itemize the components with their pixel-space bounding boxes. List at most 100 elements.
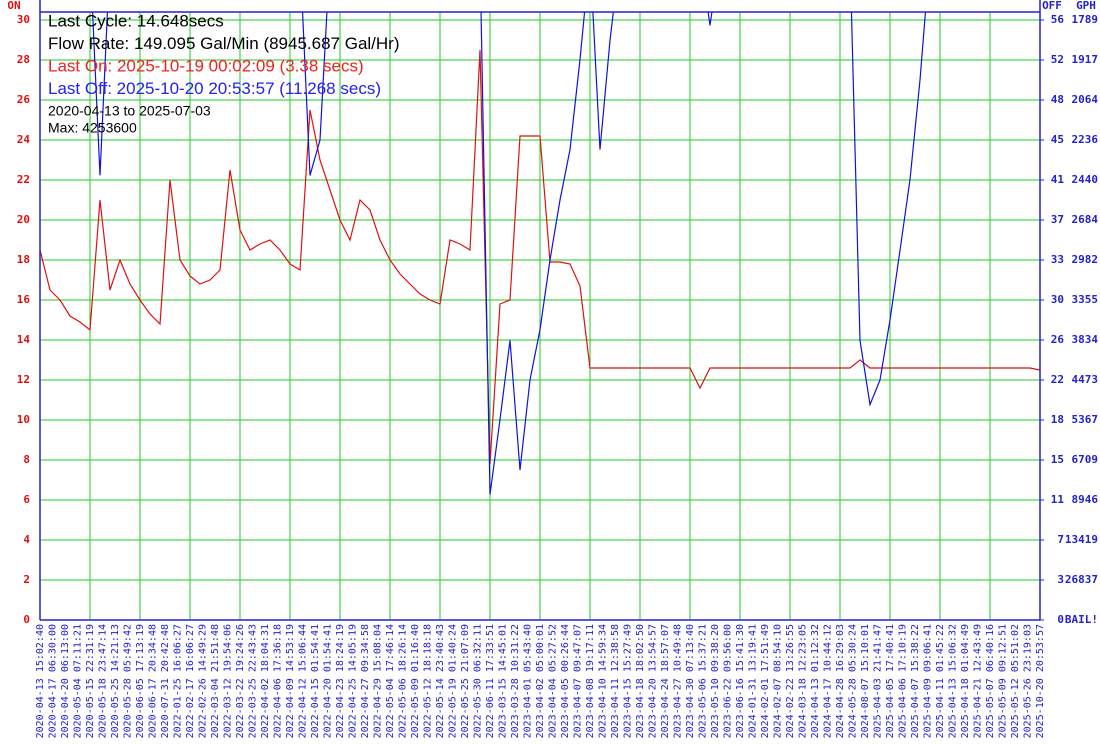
x-tick-label: 2020-06-05 17:13:19 [135, 624, 146, 738]
x-tick-label: 2024-02-01 17:51:49 [760, 624, 771, 738]
x-tick-label: 2023-04-11 12:38:58 [610, 624, 621, 738]
x-tick-label: 2022-03-22 19:24:26 [235, 624, 246, 738]
x-tick-label: 2023-03-28 10:31:22 [510, 624, 521, 738]
x-tick-label: 2022-04-15 01:54:41 [310, 624, 321, 738]
y2-tick-label: 33 [1051, 253, 1064, 266]
x-tick-label: 2022-04-27 09:34:58 [360, 624, 371, 738]
x-tick-label: 2025-04-13 15:06:32 [948, 624, 959, 738]
x-tick-label: 2025-04-11 01:45:22 [935, 624, 946, 738]
x-tick-label: 2020-05-18 23:47:14 [98, 624, 109, 738]
y2-tick-label: 15 [1051, 453, 1064, 466]
x-tick-label: 2022-06-11 17:33:51 [485, 624, 496, 738]
y2-tick-label: 48 [1051, 93, 1064, 106]
x-tick-label: 2022-05-14 23:40:43 [435, 624, 446, 738]
note: Last On: 2025-10-19 00:02:09 (3.38 secs) [48, 56, 364, 75]
x-tick-label: 2025-04-06 17:10:19 [898, 624, 909, 738]
y-tick-label: 26 [17, 93, 31, 106]
gph-tick-label: 1789 [1072, 13, 1099, 26]
x-tick-label: 2022-03-04 21:51:48 [210, 624, 221, 738]
x-tick-label: 2023-04-20 13:54:57 [648, 624, 659, 738]
x-tick-label: 2022-04-23 18:24:19 [335, 624, 346, 738]
gph-tick-label: 3834 [1072, 333, 1099, 346]
x-tick-label: 2024-01-31 13:19:41 [748, 624, 759, 738]
x-tick-label: 2022-05-19 01:40:24 [448, 624, 459, 738]
gph-tick-label: 2684 [1072, 213, 1099, 226]
x-tick-label: 2023-04-15 15:27:49 [623, 624, 634, 738]
gph-tick-label: 2982 [1072, 253, 1099, 266]
x-tick-label: 2020-05-25 14:21:13 [110, 624, 121, 738]
x-tick-label: 2022-05-25 21:07:09 [460, 624, 471, 738]
note: Last Off: 2025-10-20 20:53:57 (11.268 se… [48, 79, 381, 98]
x-tick-label: 2023-04-24 18:57:07 [660, 624, 671, 738]
x-tick-label: 2024-08-07 15:10:01 [860, 624, 871, 738]
x-tick-label: 2023-04-02 05:00:01 [535, 624, 546, 738]
gph-tick-label: 6709 [1072, 453, 1099, 466]
y-tick-label: 10 [17, 413, 30, 426]
gph-tick-label: 13419 [1065, 533, 1098, 546]
x-tick-label: 2025-05-12 05:51:02 [1010, 624, 1021, 738]
note: Max: 4253600 [48, 120, 137, 136]
y-tick-label: 12 [17, 373, 30, 386]
y2-tick-label: 45 [1051, 133, 1064, 146]
y-tick-label: 0 [23, 613, 30, 626]
x-tick-label: 2025-05-09 09:12:51 [998, 624, 1009, 738]
y2-tick-label: 7 [1057, 533, 1064, 546]
gph-tick-label: 3355 [1072, 293, 1099, 306]
note: Last Cycle: 14.648secs [48, 11, 224, 30]
x-tick-label: 2025-04-03 21:41:47 [873, 624, 884, 738]
gph-tick-label: 2064 [1072, 93, 1099, 106]
y2-tick-label: 11 [1051, 493, 1065, 506]
notes: Last Cycle: 14.648secs Flow Rate: 149.095… [48, 11, 400, 135]
y2-tick-label: 18 [1051, 413, 1064, 426]
x-tick-label: 2020-07-31 20:42:48 [160, 624, 171, 738]
x-tick-label: 2024-04-13 01:12:32 [810, 624, 821, 738]
y2-tick-label: 56 [1051, 13, 1065, 26]
x-tick-label: 2022-02-26 14:49:29 [198, 624, 209, 738]
x-tick-label: 2025-04-18 01:04:49 [960, 624, 971, 738]
x-tick-label: 2020-05-15 22:31:19 [85, 624, 96, 738]
x-tick-label: 2022-05-04 17:46:14 [385, 624, 396, 738]
y2-tick-label: 37 [1051, 213, 1064, 226]
gph-tick-label: 4473 [1072, 373, 1099, 386]
x-tick-label: 2023-04-30 07:13:40 [685, 624, 696, 738]
x-tick-label: 2020-05-04 07:11:21 [73, 624, 84, 738]
gph-tick-label: 2236 [1072, 133, 1099, 146]
x-tick-label: 2023-04-10 14:59:34 [598, 624, 609, 738]
y-tick-label: 4 [23, 533, 30, 546]
y-axis-label: ON [7, 0, 20, 12]
x-tick-label: 2023-04-05 00:26:44 [560, 624, 571, 738]
x-tick-label: 2022-02-17 16:06:27 [185, 624, 196, 738]
x-tick-label: 2025-04-21 12:43:49 [973, 624, 984, 738]
x-tick-label: 2024-04-17 10:44:12 [823, 624, 834, 738]
x-tick-label: 2022-03-12 19:54:06 [223, 624, 234, 738]
y2-tick-label: 30 [1051, 293, 1064, 306]
x-tick-label: 2022-04-20 01:54:41 [323, 624, 334, 738]
x-tick-label: 2022-04-09 14:53:19 [285, 624, 296, 738]
gph-tick-label: 8946 [1072, 493, 1099, 506]
y-tick-label: 28 [17, 53, 30, 66]
y-tick-label: 8 [23, 453, 30, 466]
y2-tick-label: 52 [1051, 53, 1064, 66]
x-tick-label: 2022-01-25 16:06:27 [173, 624, 184, 738]
gph-tick-label: BAIL! [1065, 613, 1098, 626]
gph-tick-label: 5367 [1072, 413, 1099, 426]
x-tick-label: 2023-03-15 14:45:01 [498, 624, 509, 738]
y-tick-label: 24 [17, 133, 31, 146]
y-tick-label: 22 [17, 173, 30, 186]
x-tick-label: 2025-04-05 17:40:41 [885, 624, 896, 738]
x-tick-label: 2024-05-28 05:30:24 [848, 624, 859, 738]
x-tick-label: 2024-02-22 13:26:55 [785, 624, 796, 738]
x-tick-label: 2022-04-12 15:06:44 [298, 624, 309, 738]
y2-tick-label: 26 [1051, 333, 1065, 346]
x-tick-label: 2025-05-26 23:19:03 [1023, 624, 1034, 738]
x-tick-label: 2022-04-25 14:05:19 [348, 624, 359, 738]
x-tick-label: 2020-05-28 05:49:42 [123, 624, 134, 738]
x-tick-label: 2022-05-09 01:16:40 [410, 624, 421, 738]
x-tick-label: 2020-06-17 20:34:48 [148, 624, 159, 738]
y2-tick-label: 41 [1051, 173, 1065, 186]
y-tick-label: 14 [17, 333, 31, 346]
